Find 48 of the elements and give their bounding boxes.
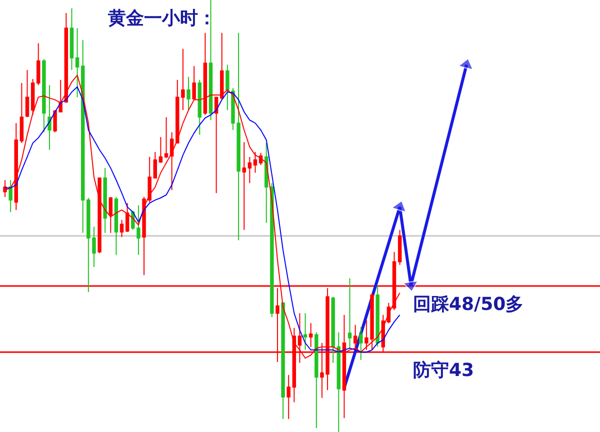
candlestick xyxy=(120,219,124,238)
candlestick xyxy=(98,177,102,254)
candlestick xyxy=(226,64,230,111)
candlestick xyxy=(36,42,40,86)
candlestick xyxy=(14,122,18,210)
candlestick xyxy=(242,142,246,230)
candlestick xyxy=(80,40,85,234)
candlestick xyxy=(270,182,274,318)
candlestick xyxy=(348,278,352,349)
candlestick xyxy=(114,196,118,256)
candlestick xyxy=(186,76,190,111)
candlestick xyxy=(253,152,258,174)
candlestick xyxy=(153,152,158,178)
ref-line-label: 防守43 xyxy=(413,360,474,381)
candlestick xyxy=(198,79,202,136)
candlestick xyxy=(208,0,213,121)
candlestick xyxy=(53,110,57,133)
candlestick xyxy=(75,28,80,98)
candlestick xyxy=(25,69,30,118)
ref-line-label: 回踩48/50多 xyxy=(413,294,524,315)
candlestick xyxy=(158,136,163,164)
candlestick xyxy=(108,196,113,234)
candlestick xyxy=(164,116,168,159)
candlestick xyxy=(214,96,218,194)
text: 黄金一小时： xyxy=(107,8,216,29)
candlestick xyxy=(398,229,402,266)
candlestick xyxy=(281,302,285,420)
candlestick xyxy=(125,202,130,232)
candlestick xyxy=(331,296,335,364)
candlestick xyxy=(58,79,62,112)
candlestick xyxy=(264,142,268,224)
candlestick xyxy=(303,312,308,350)
candlestick xyxy=(336,332,341,432)
candlestick xyxy=(359,326,363,360)
candlestick xyxy=(314,332,318,429)
candlestick xyxy=(103,168,107,234)
candlestick xyxy=(308,322,313,348)
candlestick xyxy=(170,132,174,191)
candlestick xyxy=(353,324,358,350)
candlestick xyxy=(20,82,24,144)
candlestick xyxy=(286,374,290,420)
candlestick xyxy=(42,58,46,133)
candlestick xyxy=(30,78,35,116)
candlestick xyxy=(70,8,74,70)
candlestick xyxy=(8,180,12,213)
candlestick xyxy=(48,84,52,150)
candlestick xyxy=(376,284,380,348)
candlestick xyxy=(248,156,252,184)
